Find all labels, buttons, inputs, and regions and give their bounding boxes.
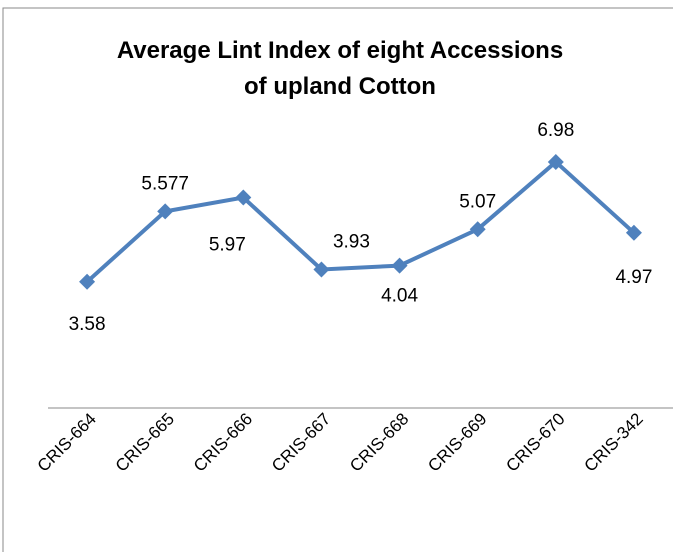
data-label: 3.58 [69, 314, 106, 335]
data-point [625, 224, 642, 241]
data-point [469, 221, 486, 238]
chart-title: of upland Cotton [244, 73, 436, 100]
x-tick-label: CRIS-665 [112, 409, 178, 475]
x-tick-label: CRIS-666 [190, 409, 256, 475]
data-point [157, 203, 174, 220]
chart-title: Average Lint Index of eight Accessions [117, 37, 563, 64]
data-point [235, 189, 252, 206]
x-tick-label: CRIS-664 [34, 409, 100, 475]
data-point [391, 257, 408, 274]
data-line [85, 159, 636, 284]
chart-frame [2, 7, 673, 552]
data-point [547, 153, 564, 170]
data-label: 4.97 [615, 267, 652, 288]
x-tick-label: CRIS-342 [581, 409, 647, 475]
x-tick-label: CRIS-669 [424, 409, 490, 475]
data-label: 4.04 [381, 286, 418, 307]
data-point [313, 261, 330, 278]
x-tick-label: CRIS-670 [502, 409, 568, 475]
data-label: 5.07 [459, 191, 496, 212]
data-label: 5.97 [209, 235, 246, 256]
data-point [79, 273, 96, 290]
x-tick-label: CRIS-667 [268, 409, 334, 475]
x-tick-label: CRIS-668 [346, 409, 412, 475]
data-label: 6.98 [537, 120, 574, 141]
data-label: 3.93 [333, 231, 370, 252]
data-label: 5.577 [141, 173, 189, 194]
